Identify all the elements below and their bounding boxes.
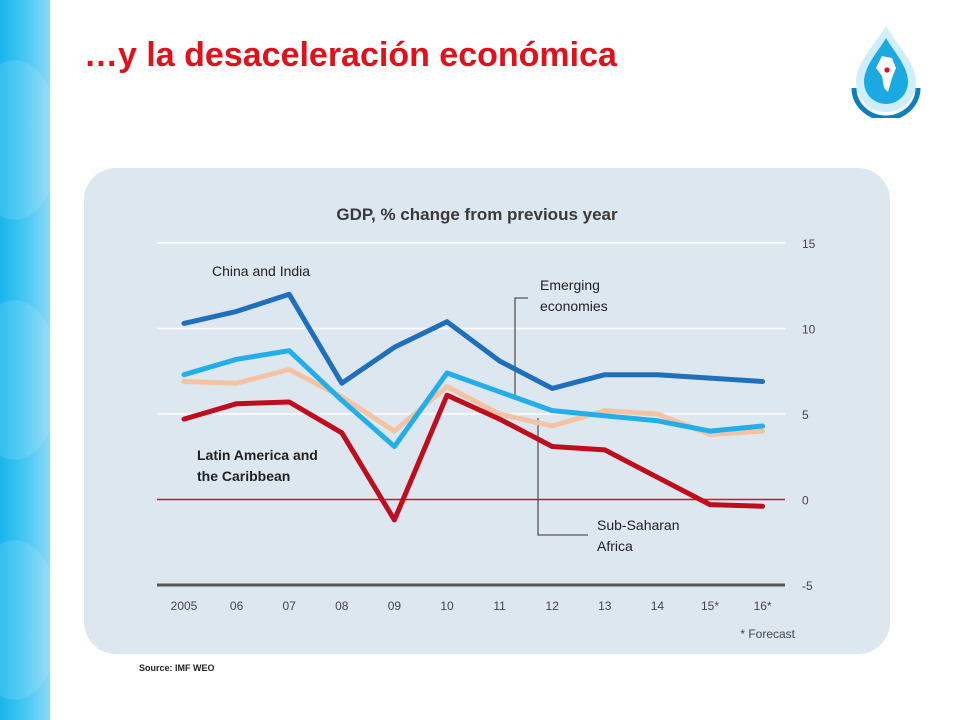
y-tick-labels: 15 10 5 0 -5	[802, 237, 816, 593]
x-tick-labels: 2005 06 07 08 09 10 11 12 13 14 15* 16*	[171, 599, 772, 613]
label-emerging-line1: Emerging	[540, 277, 600, 293]
x-tick-label: 08	[335, 599, 349, 613]
y-tick-label: 5	[802, 408, 809, 422]
x-tick-label: 16*	[754, 599, 772, 613]
x-tick-label: 14	[651, 599, 665, 613]
x-tick-label: 13	[598, 599, 612, 613]
emerging-leader-line	[514, 297, 528, 399]
chart-title: GDP, % change from previous year	[336, 205, 618, 224]
ssa-leader-line	[537, 418, 588, 536]
label-emerging-line2: economies	[540, 298, 608, 314]
series-line-emerging-economies	[181, 348, 766, 449]
water-drop-globe-icon	[851, 26, 921, 118]
y-tick-label: 10	[802, 323, 816, 337]
series-line-china-india	[181, 291, 766, 391]
forecast-footnote: * Forecast	[740, 627, 795, 641]
x-tick-label: 10	[440, 599, 454, 613]
slide-title: …y la desaceleración económica	[84, 36, 617, 74]
label-china-india: China and India	[212, 263, 310, 279]
label-ssa-line1: Sub-Saharan	[597, 517, 680, 533]
x-tick-label: 06	[230, 599, 244, 613]
x-tick-label: 2005	[171, 599, 198, 613]
label-latam-line2: the Caribbean	[197, 468, 290, 484]
y-tick-label: -5	[802, 579, 813, 593]
label-latam-line1: Latin America and	[197, 447, 318, 463]
grid-layer	[157, 242, 785, 587]
source-note: Source: IMF WEO	[139, 663, 215, 673]
x-tick-label: 12	[546, 599, 560, 613]
series-layer	[181, 291, 766, 523]
x-tick-label: 09	[388, 599, 402, 613]
x-tick-label: 15*	[701, 599, 719, 613]
series-line-sub-saharan-africa	[181, 367, 766, 437]
x-tick-label: 11	[493, 599, 506, 613]
y-tick-label: 0	[802, 494, 809, 508]
annotation-layer	[514, 297, 588, 536]
label-ssa-line2: Africa	[597, 538, 633, 554]
x-tick-label: 07	[283, 599, 297, 613]
y-tick-label: 15	[802, 237, 816, 251]
series-line-latin-america	[181, 392, 766, 523]
